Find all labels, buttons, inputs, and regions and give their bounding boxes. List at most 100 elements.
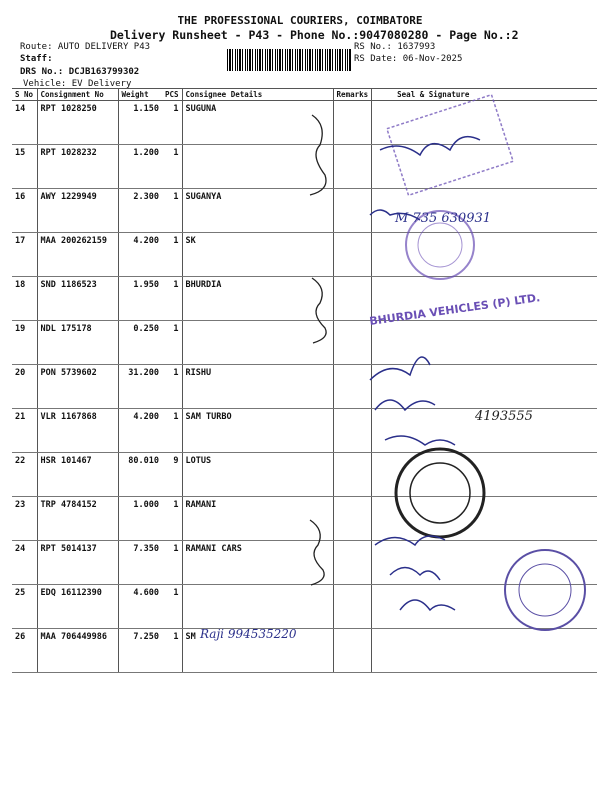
- consignee-cell: SUGANYA: [181, 188, 334, 233]
- remarks-cell: [332, 452, 372, 497]
- col-consignment: Consignment No: [36, 88, 118, 101]
- consignee-cell: SUGUNA: [181, 100, 334, 145]
- table-row: 22 HSR 101467 80.010 9 LOTUS: [12, 452, 597, 497]
- seal-cell: [371, 188, 597, 233]
- pcs-cell: 1: [162, 496, 183, 541]
- col-sno: S No: [12, 88, 37, 101]
- seal-cell: [371, 276, 597, 321]
- consignment-cell: AWY 1229949: [36, 188, 118, 233]
- weight-cell: 1.950: [117, 276, 162, 321]
- sno-cell: 14: [12, 100, 37, 145]
- seal-cell: [371, 628, 597, 673]
- consignment-cell: SND 1186523: [36, 276, 118, 321]
- seal-cell: [371, 100, 597, 145]
- pcs-cell: 1: [162, 584, 183, 629]
- table-row: 14 RPT 1028250 1.150 1 SUGUNA: [12, 100, 597, 145]
- consignment-cell: HSR 101467: [36, 452, 118, 497]
- weight-cell: 1.200: [117, 144, 162, 189]
- pcs-cell: 1: [162, 276, 183, 321]
- consignment-cell: VLR 1167868: [36, 408, 118, 453]
- remarks-cell: [332, 276, 372, 321]
- pcs-cell: 9: [162, 452, 183, 497]
- table-row: 24 RPT 5014137 7.350 1 RAMANI CARS: [12, 540, 597, 585]
- col-seal: Seal & Signature: [371, 88, 597, 101]
- rs-number: RS No.: 1637993: [354, 42, 436, 52]
- sno-cell: 21: [12, 408, 37, 453]
- consignment-cell: RPT 1028250: [36, 100, 118, 145]
- remarks-cell: [332, 496, 372, 541]
- consignment-cell: RPT 5014137: [36, 540, 118, 585]
- consignee-cell: [181, 144, 334, 189]
- consignment-cell: MAA 200262159: [36, 232, 118, 277]
- staff: Staff:: [20, 54, 53, 64]
- pcs-cell: 1: [162, 188, 183, 233]
- weight-cell: 0.250: [117, 320, 162, 365]
- consignee-cell: [181, 584, 334, 629]
- consignee-cell: SK: [181, 232, 334, 277]
- consignment-cell: EDQ 16112390: [36, 584, 118, 629]
- pcs-cell: 1: [162, 540, 183, 585]
- pcs-cell: 1: [162, 408, 183, 453]
- table-row: 19 NDL 175178 0.250 1: [12, 320, 597, 365]
- remarks-cell: [332, 144, 372, 189]
- consignee-cell: LOTUS: [181, 452, 334, 497]
- seal-cell: [371, 320, 597, 365]
- weight-cell: 1.000: [117, 496, 162, 541]
- sno-cell: 26: [12, 628, 37, 673]
- consignee-cell: RAMANI: [181, 496, 334, 541]
- weight-cell: 4.600: [117, 584, 162, 629]
- drs-number: DRS No.: DCJB163799302: [20, 67, 140, 77]
- pcs-cell: 1: [162, 364, 183, 409]
- sno-cell: 20: [12, 364, 37, 409]
- seal-cell: [371, 584, 597, 629]
- remarks-cell: [332, 232, 372, 277]
- consignment-cell: NDL 175178: [36, 320, 118, 365]
- remarks-cell: [332, 188, 372, 233]
- remarks-cell: [332, 408, 372, 453]
- seal-cell: [371, 232, 597, 277]
- consignee-cell: [181, 320, 334, 365]
- pcs-cell: 1: [162, 232, 183, 277]
- seal-cell: [371, 364, 597, 409]
- sno-cell: 23: [12, 496, 37, 541]
- weight-cell: 2.300: [117, 188, 162, 233]
- remarks-cell: [332, 100, 372, 145]
- remarks-cell: [332, 320, 372, 365]
- table-row: 26 MAA 706449986 7.250 1 SM: [12, 628, 597, 673]
- sno-cell: 19: [12, 320, 37, 365]
- weight-cell: 80.010: [117, 452, 162, 497]
- table-row: 21 VLR 1167868 4.200 1 SAM TURBO: [12, 408, 597, 453]
- table-row: 20 PON 5739602 31.200 1 RISHU: [12, 364, 597, 409]
- remarks-cell: [332, 584, 372, 629]
- consignee-cell: SAM TURBO: [181, 408, 334, 453]
- seal-cell: [371, 496, 597, 541]
- col-consignee: Consignee Details: [181, 88, 334, 101]
- sno-cell: 16: [12, 188, 37, 233]
- sno-cell: 25: [12, 584, 37, 629]
- table-row: 17 MAA 200262159 4.200 1 SK: [12, 232, 597, 277]
- barcode: [227, 49, 351, 71]
- weight-cell: 1.150: [117, 100, 162, 145]
- table-row: 23 TRP 4784152 1.000 1 RAMANI: [12, 496, 597, 541]
- table-row: 18 SND 1186523 1.950 1 BHURDIA: [12, 276, 597, 321]
- vehicle: Vehicle: EV Delivery: [23, 79, 132, 89]
- table-row: 16 AWY 1229949 2.300 1 SUGANYA: [12, 188, 597, 233]
- seal-cell: [371, 452, 597, 497]
- col-remarks: Remarks: [332, 88, 372, 101]
- col-weight: Weight: [117, 88, 162, 101]
- pcs-cell: 1: [162, 144, 183, 189]
- consignment-cell: TRP 4784152: [36, 496, 118, 541]
- consignment-cell: RPT 1028232: [36, 144, 118, 189]
- table-row: 25 EDQ 16112390 4.600 1: [12, 584, 597, 629]
- col-pcs: PCS: [162, 88, 183, 101]
- consignee-cell: BHURDIA: [181, 276, 334, 321]
- remarks-cell: [332, 540, 372, 585]
- pcs-cell: 1: [162, 100, 183, 145]
- company-title: THE PROFESSIONAL COURIERS, COIMBATORE: [177, 14, 423, 27]
- rs-date: RS Date: 06-Nov-2025: [354, 54, 463, 64]
- consignment-cell: MAA 706449986: [36, 628, 118, 673]
- seal-cell: [371, 144, 597, 189]
- remarks-cell: [332, 364, 372, 409]
- sno-cell: 22: [12, 452, 37, 497]
- pcs-cell: 1: [162, 628, 183, 673]
